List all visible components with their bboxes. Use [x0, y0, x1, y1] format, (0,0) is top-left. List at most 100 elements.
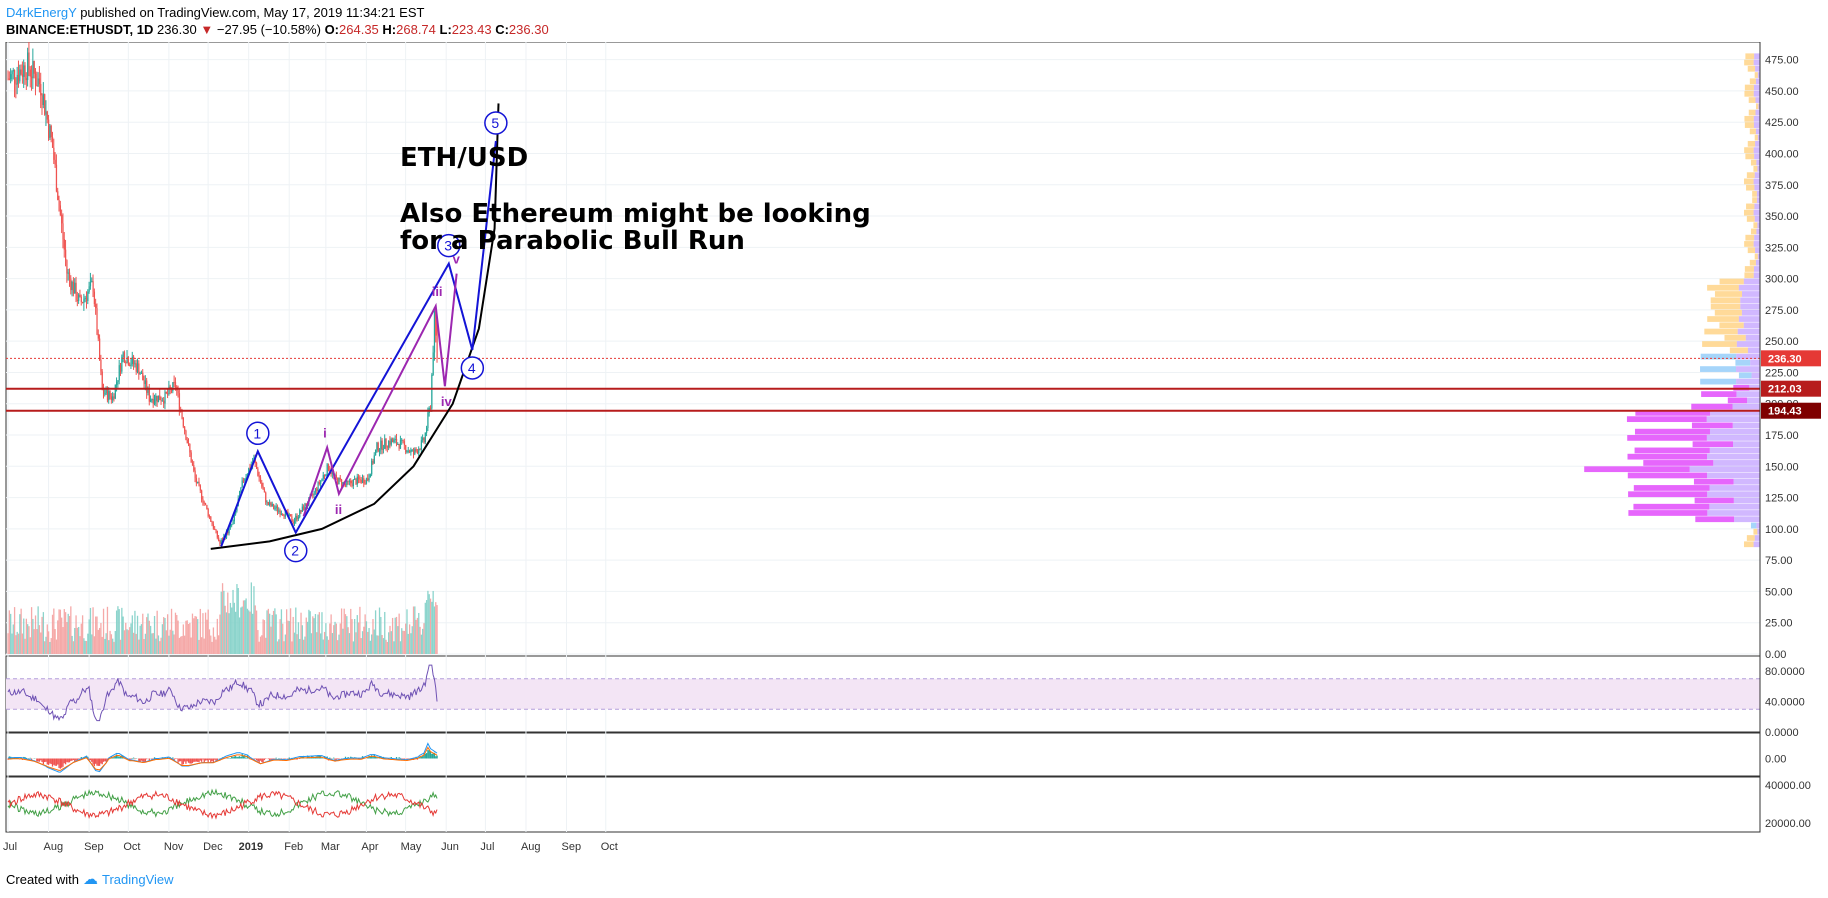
volume-bar	[278, 639, 280, 654]
volume-bar	[284, 634, 286, 654]
candle-body	[25, 78, 28, 81]
volume-bar	[164, 618, 166, 654]
volume-bar	[227, 592, 229, 654]
volume-bar	[337, 640, 339, 654]
volume-bar	[44, 641, 46, 654]
volume-bar	[414, 606, 416, 654]
y-tick-label: 0.00	[1765, 649, 1786, 661]
volume-bar	[197, 619, 199, 654]
macd-hist-bar	[436, 755, 438, 759]
volume-bar	[283, 641, 285, 654]
volume-bar	[149, 625, 152, 654]
volume-bar	[63, 609, 65, 654]
volume-profile-bar-secondary	[1709, 428, 1760, 435]
macd-hist-bar	[68, 758, 71, 763]
annotation-title: ETH/USD	[400, 143, 528, 173]
macd-hist-bar	[240, 757, 242, 759]
volume-bar	[287, 620, 289, 654]
candle-body	[189, 444, 191, 453]
volume-bar	[110, 634, 113, 654]
volume-bar	[305, 617, 307, 654]
volume-bar	[398, 613, 400, 654]
tradingview-logo-icon[interactable]: ☁	[82, 871, 98, 888]
candle-body	[142, 372, 144, 381]
candle-body	[7, 78, 9, 80]
macd-hist-bar	[419, 756, 421, 759]
volume-profile-bar-secondary	[1754, 535, 1760, 541]
volume-profile-bar	[1746, 216, 1755, 222]
volume-profile-bar	[1745, 53, 1755, 60]
volume-bar	[46, 624, 48, 654]
volume-profile-bar-secondary	[1709, 447, 1760, 454]
candle-body	[24, 65, 26, 79]
volume-bar	[352, 641, 355, 654]
candle-body	[327, 464, 330, 470]
candle-body	[33, 61, 35, 74]
candle-body	[313, 491, 315, 496]
candle-body	[55, 164, 58, 192]
candle-body	[358, 476, 360, 480]
volume-bar	[75, 615, 77, 654]
volume-bar	[258, 641, 260, 654]
volume-bar	[131, 615, 133, 654]
candle-body	[406, 451, 408, 453]
candle-body	[401, 439, 403, 441]
volume-bar	[76, 627, 79, 654]
volume-bar	[322, 639, 324, 654]
volume-bar	[237, 588, 239, 654]
candle-body	[432, 352, 434, 375]
candle-body	[330, 471, 332, 475]
volume-profile-bar-secondary	[1755, 128, 1760, 135]
macd-hist-bar	[93, 758, 96, 767]
volume-profile-bar-secondary	[1707, 453, 1760, 460]
candle-body	[29, 69, 31, 77]
candle-body	[88, 286, 90, 292]
candle-body	[163, 400, 165, 404]
volume-bar	[259, 636, 262, 654]
volume-bar	[248, 610, 250, 654]
volume-bar	[422, 628, 424, 654]
candle-body	[123, 352, 126, 363]
volume-profile-bar	[1700, 378, 1737, 385]
volume-bar	[350, 608, 352, 654]
symbol-name[interactable]: BINANCE:ETHUSDT, 1D	[6, 22, 154, 37]
candle-body	[258, 475, 260, 478]
candle-body	[296, 515, 298, 520]
candle-body	[84, 297, 86, 299]
candle-body	[245, 476, 247, 479]
candle-body	[10, 74, 12, 80]
candle-body	[426, 428, 428, 433]
volume-bar	[385, 639, 387, 654]
macd-hist-bar	[46, 758, 48, 765]
candle-body	[350, 480, 352, 484]
volume-bar	[217, 635, 220, 654]
macd-hist-bar	[257, 758, 259, 762]
volume-bar	[299, 638, 301, 654]
candle-body	[407, 450, 409, 452]
author-link[interactable]: D4rkEnergY	[6, 5, 77, 20]
volume-bar	[234, 611, 237, 654]
macd-hist-bar	[191, 758, 194, 764]
volume-bar	[326, 636, 328, 654]
tradingview-link[interactable]: TradingView	[101, 871, 174, 887]
volume-profile-bar-secondary	[1757, 528, 1760, 535]
candle-body	[373, 455, 375, 464]
candle-body	[75, 282, 77, 300]
candle-body	[241, 480, 243, 488]
candle-body	[322, 475, 324, 479]
macd-hist-bar	[117, 756, 119, 759]
candle-body	[273, 503, 275, 509]
volume-profile-bar	[1747, 65, 1756, 72]
volume-bar	[364, 614, 366, 654]
candle-body	[58, 199, 60, 206]
candle-body	[59, 205, 62, 215]
macd-hist-bar	[58, 758, 60, 768]
volume-bar	[36, 629, 38, 654]
candle-body	[208, 516, 211, 518]
candle-body	[385, 438, 387, 447]
volume-bar	[177, 620, 179, 654]
volume-bar	[334, 621, 336, 654]
volume-bar	[253, 586, 255, 654]
candle-body	[410, 450, 412, 453]
